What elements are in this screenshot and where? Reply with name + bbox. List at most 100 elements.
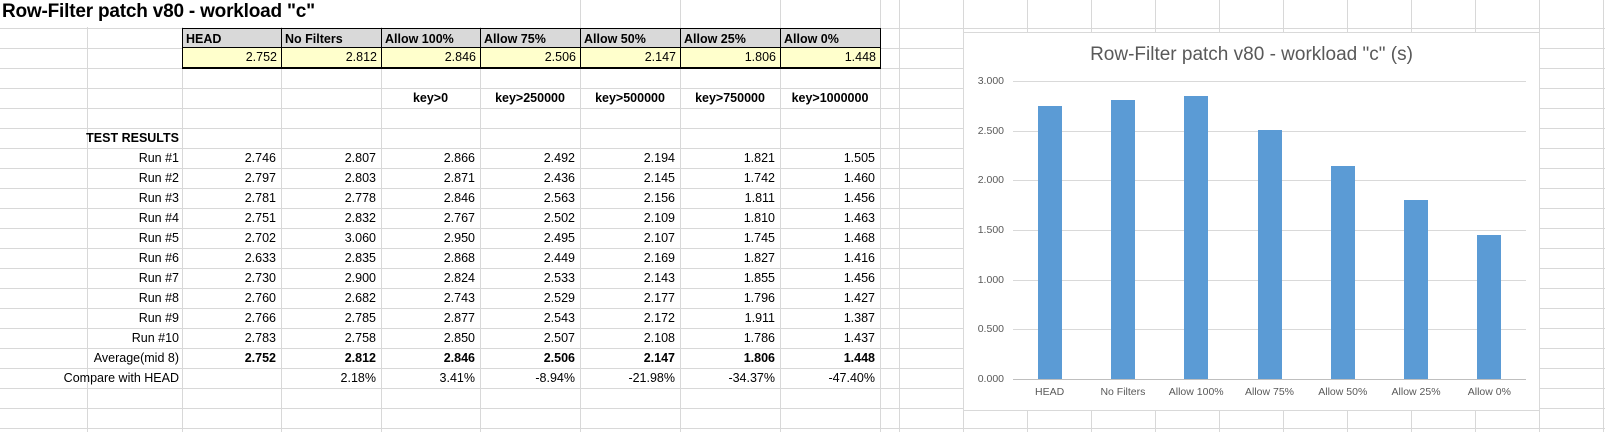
table-cell[interactable]: -34.37% xyxy=(728,371,775,385)
column-header[interactable]: Allow 0% xyxy=(780,28,881,49)
column-header[interactable]: HEAD xyxy=(182,28,282,49)
table-cell[interactable]: 2.743 xyxy=(443,291,475,305)
table-cell[interactable]: 2.785 xyxy=(344,311,376,325)
table-cell[interactable]: 2.543 xyxy=(543,311,575,325)
table-cell[interactable]: 2.832 xyxy=(344,211,376,225)
table-cell[interactable]: 2.533 xyxy=(543,271,575,285)
table-cell[interactable]: 2.781 xyxy=(244,191,276,205)
table-cell[interactable]: 2.751 xyxy=(244,211,276,225)
table-cell[interactable]: 2.824 xyxy=(443,271,475,285)
filter-key-label[interactable]: key>250000 xyxy=(495,91,565,105)
table-cell[interactable]: 1.810 xyxy=(743,211,775,225)
chart-bar[interactable] xyxy=(1257,130,1282,379)
table-cell[interactable]: 1.827 xyxy=(743,251,775,265)
table-cell[interactable]: 1.811 xyxy=(744,191,775,205)
table-cell[interactable]: 1.745 xyxy=(743,231,775,245)
bar-chart[interactable]: Row-Filter patch v80 - workload "c" (s) … xyxy=(963,32,1540,411)
table-cell[interactable]: 2.108 xyxy=(643,331,675,345)
table-cell[interactable]: 1.855 xyxy=(743,271,775,285)
table-cell[interactable]: 1.786 xyxy=(743,331,775,345)
table-cell[interactable]: -21.98% xyxy=(628,371,675,385)
filter-key-label[interactable]: key>500000 xyxy=(595,91,665,105)
table-cell[interactable]: 2.495 xyxy=(543,231,575,245)
table-cell[interactable]: 2.746 xyxy=(244,151,276,165)
table-cell[interactable]: 1.448 xyxy=(843,351,875,365)
table-cell[interactable]: 1.742 xyxy=(743,171,775,185)
table-cell[interactable]: 2.194 xyxy=(643,151,675,165)
table-cell[interactable]: 2.506 xyxy=(543,351,575,365)
summary-cell[interactable]: 2.147 xyxy=(580,47,681,69)
table-cell[interactable]: 2.156 xyxy=(643,191,675,205)
table-cell[interactable]: 2.169 xyxy=(643,251,675,265)
column-header[interactable]: No Filters xyxy=(281,28,382,49)
table-cell[interactable]: 2.877 xyxy=(443,311,475,325)
summary-cell[interactable]: 2.846 xyxy=(381,47,481,69)
table-cell[interactable]: 1.821 xyxy=(743,151,775,165)
table-cell[interactable]: 2.783 xyxy=(244,331,276,345)
table-cell[interactable]: 2.850 xyxy=(443,331,475,345)
summary-cell[interactable]: 2.812 xyxy=(281,47,382,69)
table-cell[interactable]: 2.803 xyxy=(344,171,376,185)
filter-key-label[interactable]: key>1000000 xyxy=(791,91,869,105)
table-cell[interactable]: 2.766 xyxy=(244,311,276,325)
table-cell[interactable]: 2.143 xyxy=(643,271,675,285)
table-cell[interactable]: 3.060 xyxy=(344,231,376,245)
table-cell[interactable]: 2.507 xyxy=(543,331,575,345)
table-cell[interactable]: 2.702 xyxy=(244,231,276,245)
table-cell[interactable]: 2.758 xyxy=(344,331,376,345)
table-cell[interactable]: 2.866 xyxy=(443,151,475,165)
filter-key-label[interactable]: key>750000 xyxy=(695,91,765,105)
table-cell[interactable]: 1.468 xyxy=(843,231,875,245)
table-cell[interactable]: 2.760 xyxy=(244,291,276,305)
table-cell[interactable]: 1.796 xyxy=(743,291,775,305)
table-cell[interactable]: 2.147 xyxy=(643,351,675,365)
table-cell[interactable]: 1.456 xyxy=(843,191,875,205)
summary-cell[interactable]: 2.752 xyxy=(182,47,282,69)
table-cell[interactable]: 2.177 xyxy=(643,291,675,305)
table-cell[interactable]: 2.145 xyxy=(643,171,675,185)
summary-cell[interactable]: 1.806 xyxy=(680,47,781,69)
table-cell[interactable]: 2.797 xyxy=(244,171,276,185)
chart-bar[interactable] xyxy=(1184,96,1209,379)
column-header[interactable]: Allow 50% xyxy=(580,28,681,49)
table-cell[interactable]: 2.767 xyxy=(443,211,475,225)
table-cell[interactable]: 3.41% xyxy=(439,371,475,385)
summary-cell[interactable]: 1.448 xyxy=(780,47,881,69)
table-cell[interactable]: 2.18% xyxy=(340,371,376,385)
table-cell[interactable]: 2.492 xyxy=(543,151,575,165)
table-cell[interactable]: 1.456 xyxy=(843,271,875,285)
table-cell[interactable]: 1.387 xyxy=(843,311,875,325)
table-cell[interactable]: 2.172 xyxy=(643,311,675,325)
table-cell[interactable]: 2.807 xyxy=(344,151,376,165)
table-cell[interactable]: 2.846 xyxy=(443,351,475,365)
table-cell[interactable]: -47.40% xyxy=(828,371,875,385)
table-cell[interactable]: 2.529 xyxy=(543,291,575,305)
table-cell[interactable]: 2.871 xyxy=(443,171,475,185)
column-header[interactable]: Allow 25% xyxy=(680,28,781,49)
table-cell[interactable]: 1.427 xyxy=(843,291,875,305)
table-cell[interactable]: 2.846 xyxy=(443,191,475,205)
table-cell[interactable]: 1.463 xyxy=(843,211,875,225)
table-cell[interactable]: 1.437 xyxy=(843,331,875,345)
table-cell[interactable]: 2.502 xyxy=(543,211,575,225)
column-header[interactable]: Allow 100% xyxy=(381,28,481,49)
table-cell[interactable]: 2.436 xyxy=(543,171,575,185)
table-cell[interactable]: 2.633 xyxy=(244,251,276,265)
table-cell[interactable]: 2.449 xyxy=(543,251,575,265)
table-cell[interactable]: 2.868 xyxy=(443,251,475,265)
table-cell[interactable]: 2.950 xyxy=(443,231,475,245)
table-cell[interactable]: 1.911 xyxy=(744,311,775,325)
table-cell[interactable]: 2.563 xyxy=(543,191,575,205)
table-cell[interactable]: 2.900 xyxy=(344,271,376,285)
table-cell[interactable]: 1.416 xyxy=(843,251,875,265)
table-cell[interactable]: 1.806 xyxy=(743,351,775,365)
table-cell[interactable]: 1.505 xyxy=(843,151,875,165)
chart-bar[interactable] xyxy=(1330,165,1355,379)
chart-bar[interactable] xyxy=(1404,199,1429,379)
summary-cell[interactable]: 2.506 xyxy=(480,47,581,69)
column-header[interactable]: Allow 75% xyxy=(480,28,581,49)
chart-bar[interactable] xyxy=(1477,235,1502,379)
chart-bar[interactable] xyxy=(1037,105,1062,379)
table-cell[interactable]: 1.460 xyxy=(843,171,875,185)
table-cell[interactable]: 2.835 xyxy=(344,251,376,265)
